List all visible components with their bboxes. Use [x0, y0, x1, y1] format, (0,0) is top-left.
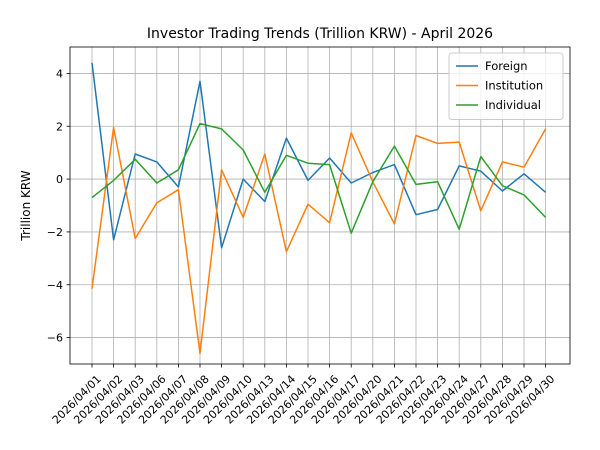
y-tick-label: 0: [56, 173, 63, 186]
y-tick-label: 4: [56, 67, 63, 80]
series-line-foreign: [91, 62, 547, 249]
legend-box: [448, 52, 564, 120]
legend: Foreign Institution Individual: [448, 52, 564, 120]
legend-label: Institution: [485, 79, 543, 93]
chart-title: Investor Trading Trends (Trillion KRW) -…: [147, 26, 493, 42]
legend-label: Foreign: [485, 59, 528, 73]
y-axis-label: Trillion KRW: [19, 170, 33, 241]
legend-label: Individual: [485, 98, 541, 112]
series-line-individual: [91, 122, 547, 234]
y-tick-label: 2: [56, 120, 63, 133]
x-ticks: 2026/04/012026/04/022026/04/032026/04/06…: [50, 364, 557, 427]
y-ticks: −6 −4 −2 0 2 4: [47, 67, 70, 345]
y-tick-label: −4: [47, 279, 63, 292]
y-tick-label: −2: [47, 226, 63, 239]
y-tick-label: −6: [47, 332, 63, 345]
plot-frame: [69, 46, 571, 365]
series-lines: [91, 62, 547, 355]
series-line-institution: [91, 126, 547, 355]
